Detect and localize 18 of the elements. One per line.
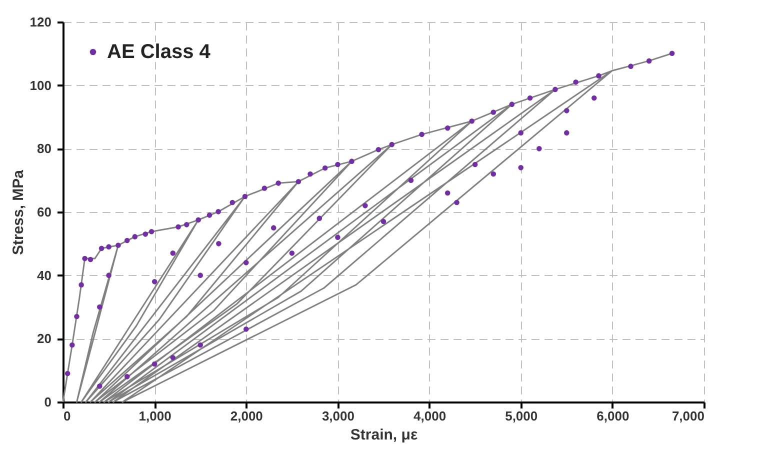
- x-tick-label: 5,000: [505, 408, 538, 424]
- y-tick-label: 60: [37, 204, 52, 220]
- x-tick-label: 1,000: [138, 408, 172, 424]
- y-axis-title: Stress, MPa: [10, 169, 27, 256]
- x-tick-label: 0: [64, 408, 71, 424]
- x-tick-label: 6,000: [596, 408, 630, 424]
- legend-label: AE Class 4: [107, 41, 212, 63]
- y-tick-label: 120: [30, 14, 52, 30]
- x-tick-label: 2,000: [230, 408, 263, 424]
- x-tick-label: 4,000: [414, 408, 446, 424]
- y-tick-label: 20: [37, 331, 52, 346]
- y-tick-label: 40: [37, 268, 52, 283]
- y-tick-label: 100: [30, 78, 52, 93]
- y-tick-label: 0: [44, 394, 52, 410]
- x-tick-label: 7,000: [672, 408, 704, 424]
- x-tick-label: 3,000: [322, 408, 354, 424]
- x-axis-title: Strain, με: [350, 426, 418, 444]
- y-tick-label: 80: [37, 141, 52, 156]
